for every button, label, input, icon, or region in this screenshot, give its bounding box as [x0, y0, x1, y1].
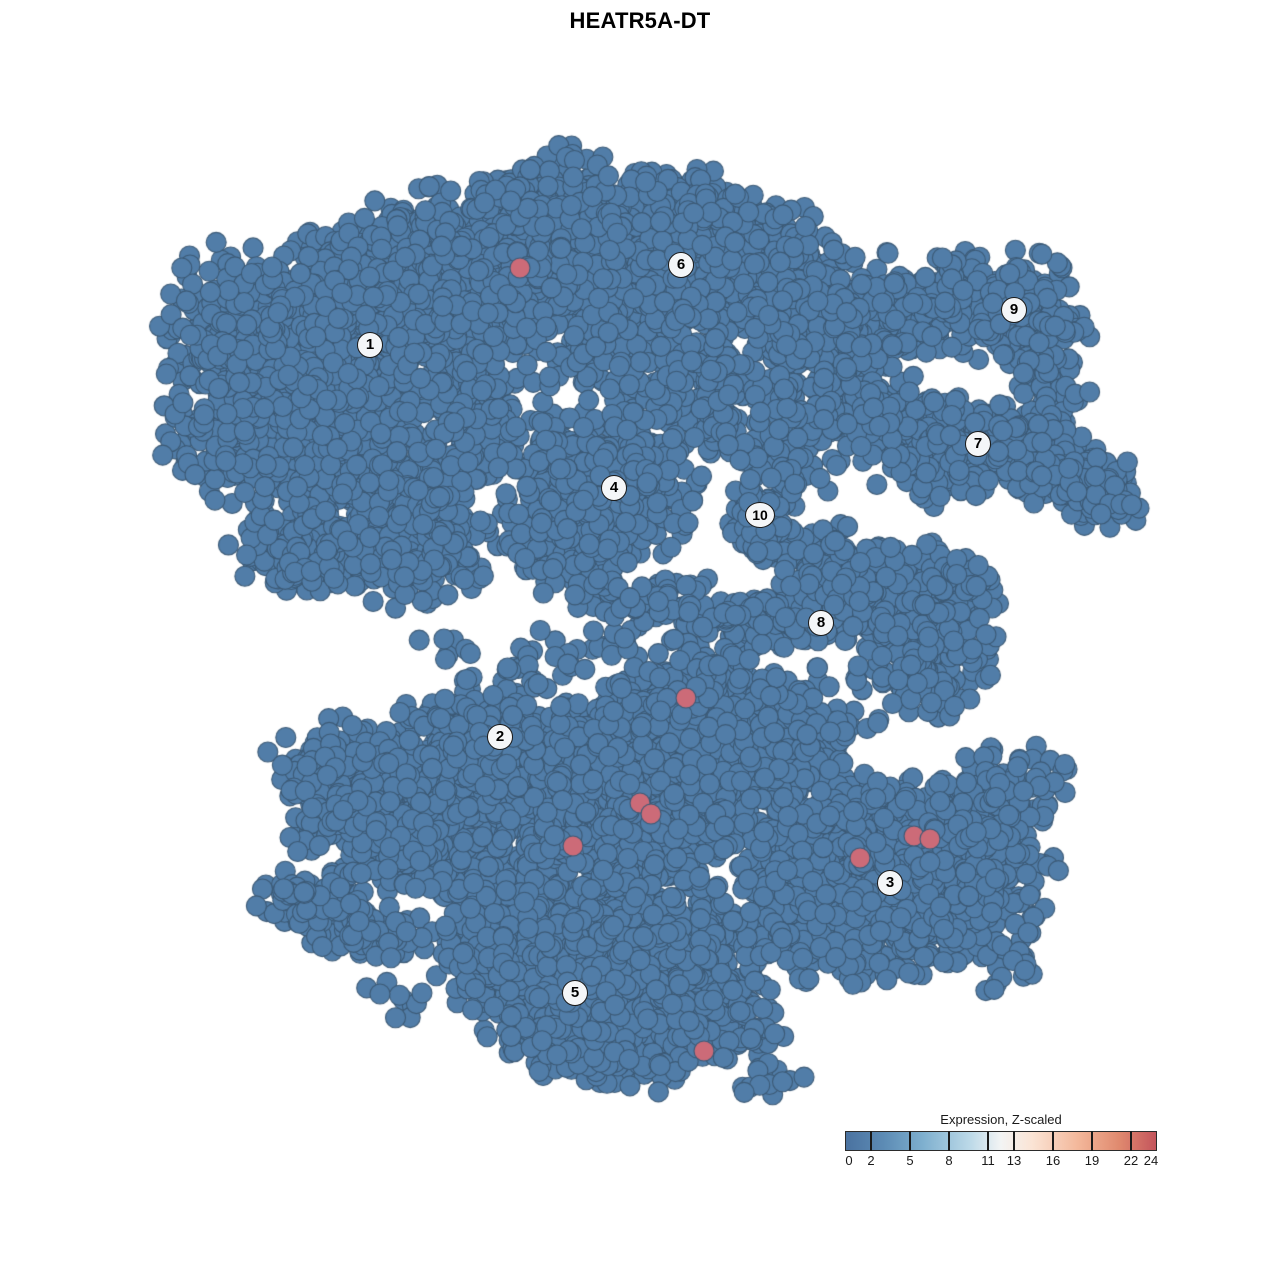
- colorbar-tick: [1130, 1131, 1132, 1151]
- colorbar-tick: [948, 1131, 950, 1151]
- colorbar-tick: [1013, 1131, 1015, 1151]
- cluster-label-3[interactable]: 3: [877, 870, 903, 896]
- cluster-label-2[interactable]: 2: [487, 724, 513, 750]
- colorbar-tick-label: 2: [867, 1153, 875, 1168]
- colorbar-tick-label: 11: [981, 1153, 995, 1168]
- colorbar-tick: [987, 1131, 989, 1151]
- colorbar-tick: [870, 1131, 872, 1151]
- cluster-label-7[interactable]: 7: [965, 431, 991, 457]
- cluster-label-8[interactable]: 8: [808, 610, 834, 636]
- colorbar-gradient[interactable]: [845, 1131, 1157, 1151]
- colorbar-tick: [1091, 1131, 1093, 1151]
- colorbar-tick-labels: 0 2 5 8 11 13 16 19 22 24: [845, 1153, 1159, 1171]
- colorbar-tick-label: 8: [945, 1153, 953, 1168]
- cluster-label-6[interactable]: 6: [668, 252, 694, 278]
- colorbar-tick-label: 24: [1143, 1153, 1159, 1168]
- cluster-label-5[interactable]: 5: [562, 980, 588, 1006]
- colorbar-tick-label: 19: [1084, 1153, 1100, 1168]
- cluster-label-9[interactable]: 9: [1001, 297, 1027, 323]
- legend: Expression, Z-scaled 0 2 5 8 11 13 16 19 22 24: [845, 1112, 1159, 1171]
- cluster-label-10[interactable]: 10: [745, 502, 775, 528]
- colorbar-tick: [909, 1131, 911, 1151]
- colorbar-tick-label: 5: [906, 1153, 914, 1168]
- colorbar-tick-label: 16: [1045, 1153, 1061, 1168]
- colorbar-tick: [1052, 1131, 1054, 1151]
- cluster-label-1[interactable]: 1: [357, 332, 383, 358]
- legend-title: Expression, Z-scaled: [940, 1112, 1062, 1127]
- colorbar-tick-label: 0: [845, 1153, 853, 1168]
- colorbar-tick-label: 13: [1006, 1153, 1022, 1168]
- colorbar-tick-label: 22: [1123, 1153, 1139, 1168]
- cluster-label-4[interactable]: 4: [601, 475, 627, 501]
- colorbar-wrap: [845, 1131, 1157, 1151]
